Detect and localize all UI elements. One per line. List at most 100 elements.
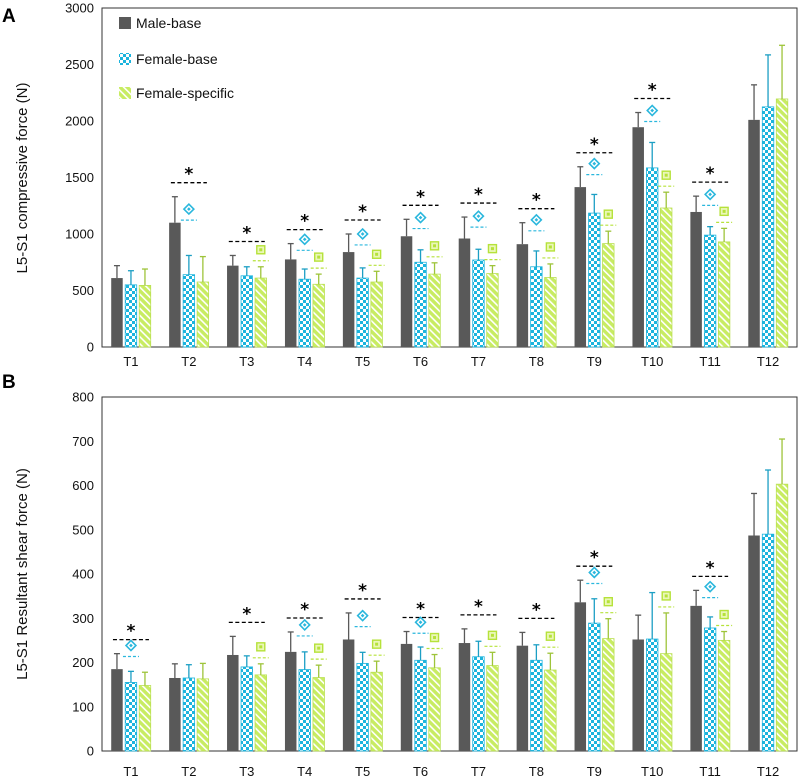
bar-female-specific (718, 241, 730, 347)
x-tick-label: T11 (699, 764, 720, 779)
square-marker-dot (722, 209, 726, 213)
bar-female-base (588, 623, 601, 751)
y-tick-label: 300 (72, 611, 94, 626)
bar-female-specific (544, 277, 557, 347)
y-tick-label: 0 (87, 340, 94, 355)
bar-male (227, 654, 239, 751)
y-tick-label: 2500 (65, 57, 94, 72)
diamond-marker-dot (302, 237, 307, 242)
bar-female-base (646, 639, 658, 751)
significance-star: * (648, 81, 657, 101)
bar-female-specific (544, 670, 557, 751)
significance-star: * (416, 187, 425, 207)
significance-b: * * * * * * * * * (112, 548, 733, 660)
square-marker-dot (317, 255, 321, 259)
panel-b: B L5-S1 Resultant shear force (N) 0 100 20… (2, 372, 798, 779)
square-marker-dot (664, 173, 668, 177)
bar-male (400, 236, 413, 347)
x-tick-label: T6 (413, 764, 428, 779)
panel-label-a: A (2, 6, 16, 27)
significance-star: * (590, 548, 599, 568)
bar-female-base (183, 677, 195, 751)
x-tick-label: T2 (181, 764, 196, 779)
bar-male (690, 211, 702, 347)
bar-male (284, 651, 297, 751)
bar-female-base (298, 669, 311, 751)
significance-star: * (474, 185, 483, 205)
bar-female-specific (370, 672, 383, 751)
significance-star: * (416, 600, 425, 620)
square-marker-dot (722, 613, 726, 617)
y-tick-label: 1500 (65, 170, 94, 185)
y-tick-label: 700 (72, 434, 94, 449)
panel-label-b: B (2, 372, 16, 393)
bar-female-base (125, 284, 137, 347)
significance-star: * (532, 600, 541, 620)
x-tick-label: T10 (641, 354, 663, 369)
bar-male (748, 119, 760, 348)
diamond-marker-dot (187, 207, 191, 211)
bar-male (632, 639, 644, 751)
x-tick-label: T7 (471, 764, 486, 779)
error-bars-a (113, 44, 786, 286)
square-marker-dot (490, 247, 494, 251)
significance-a: * * * * * * * * * * (170, 81, 733, 269)
bar-female-specific (139, 285, 151, 347)
y-axis-title-a: L5-S1 compressive force (N) (14, 83, 31, 274)
bar-male (574, 602, 587, 751)
diamond-marker-dot (708, 192, 712, 197)
bar-female-specific (370, 282, 383, 347)
y-tick-label: 500 (72, 522, 94, 537)
error-bars-b (113, 438, 786, 686)
bar-female-base (762, 106, 774, 347)
x-tick-label: T4 (297, 354, 312, 369)
bar-female-base (762, 534, 774, 751)
diamond-marker-dot (476, 214, 481, 218)
significance-star: * (242, 223, 251, 243)
bar-male (516, 645, 529, 751)
legend-swatch-female-base (119, 53, 131, 65)
square-marker-dot (548, 634, 552, 638)
panel-a: A L5-S1 compressive force (N) 0 500 1000 15… (2, 1, 798, 369)
diamond-marker-dot (708, 584, 712, 589)
bar-female-specific (486, 665, 499, 751)
legend-label-female-specific: Female-specific (136, 85, 234, 101)
bar-male (227, 265, 239, 347)
bar-male (169, 222, 181, 347)
y-tick-label: 1000 (65, 227, 94, 242)
legend-swatch-female-specific (119, 87, 131, 99)
bar-male (169, 677, 181, 751)
square-marker-dot (664, 594, 668, 598)
x-tick-label: T1 (123, 354, 138, 369)
x-tick-label: T12 (757, 764, 779, 779)
x-tick-label: T12 (757, 354, 779, 369)
bar-male (458, 643, 471, 751)
x-tick-label: T3 (239, 764, 254, 779)
x-tick-label: T8 (529, 764, 544, 779)
bar-male (632, 127, 644, 347)
bar-female-specific (660, 208, 672, 347)
bar-female-specific (312, 284, 325, 347)
y-tick-label: 600 (72, 478, 94, 493)
bar-female-base (704, 627, 716, 751)
bar-female-specific (776, 98, 788, 347)
bar-female-specific (428, 274, 441, 347)
bar-male (342, 639, 355, 751)
bar-male (458, 238, 471, 347)
bar-female-base (472, 259, 485, 347)
bar-female-specific (660, 653, 672, 751)
bar-male (516, 244, 529, 347)
square-marker-dot (317, 646, 321, 650)
significance-star: * (358, 581, 367, 601)
plot-frame-a (101, 7, 798, 348)
bar-female-specific (197, 282, 209, 347)
significance-star: * (474, 597, 483, 617)
x-tick-label: T9 (587, 354, 602, 369)
significance-star: * (127, 622, 136, 642)
y-tick-label: 2000 (65, 114, 94, 129)
bar-female-specific (602, 638, 615, 751)
x-tick-label: T5 (355, 354, 370, 369)
plot-frame-b (101, 396, 798, 752)
diamond-marker-dot (302, 623, 307, 627)
bar-female-specific (602, 243, 615, 347)
